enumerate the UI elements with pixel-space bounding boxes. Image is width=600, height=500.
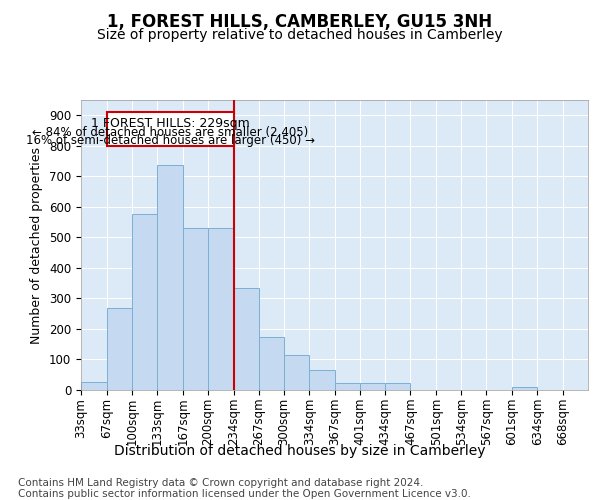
Text: 1 FOREST HILLS: 229sqm: 1 FOREST HILLS: 229sqm: [91, 118, 250, 130]
Text: ← 84% of detached houses are smaller (2,405): ← 84% of detached houses are smaller (2,…: [32, 126, 308, 138]
Bar: [132, 214, 157, 390]
Bar: [183, 228, 208, 390]
Bar: [361, 384, 385, 390]
Bar: [208, 228, 233, 390]
Text: 16% of semi-detached houses are larger (450) →: 16% of semi-detached houses are larger (…: [26, 134, 314, 146]
Text: Contains HM Land Registry data © Crown copyright and database right 2024.: Contains HM Land Registry data © Crown c…: [18, 478, 424, 488]
Y-axis label: Number of detached properties: Number of detached properties: [31, 146, 43, 344]
Bar: [107, 308, 132, 390]
Bar: [233, 288, 259, 390]
Bar: [512, 387, 537, 390]
Bar: [335, 384, 361, 390]
Bar: [157, 164, 183, 390]
Text: 1, FOREST HILLS, CAMBERLEY, GU15 3NH: 1, FOREST HILLS, CAMBERLEY, GU15 3NH: [107, 12, 493, 30]
Text: Contains public sector information licensed under the Open Government Licence v3: Contains public sector information licen…: [18, 489, 471, 499]
Bar: [81, 382, 107, 390]
Bar: [284, 355, 310, 390]
Text: Size of property relative to detached houses in Camberley: Size of property relative to detached ho…: [97, 28, 503, 42]
Bar: [259, 338, 284, 390]
Text: Distribution of detached houses by size in Camberley: Distribution of detached houses by size …: [114, 444, 486, 458]
Bar: [310, 370, 335, 390]
FancyBboxPatch shape: [107, 112, 233, 146]
Bar: [385, 384, 410, 390]
